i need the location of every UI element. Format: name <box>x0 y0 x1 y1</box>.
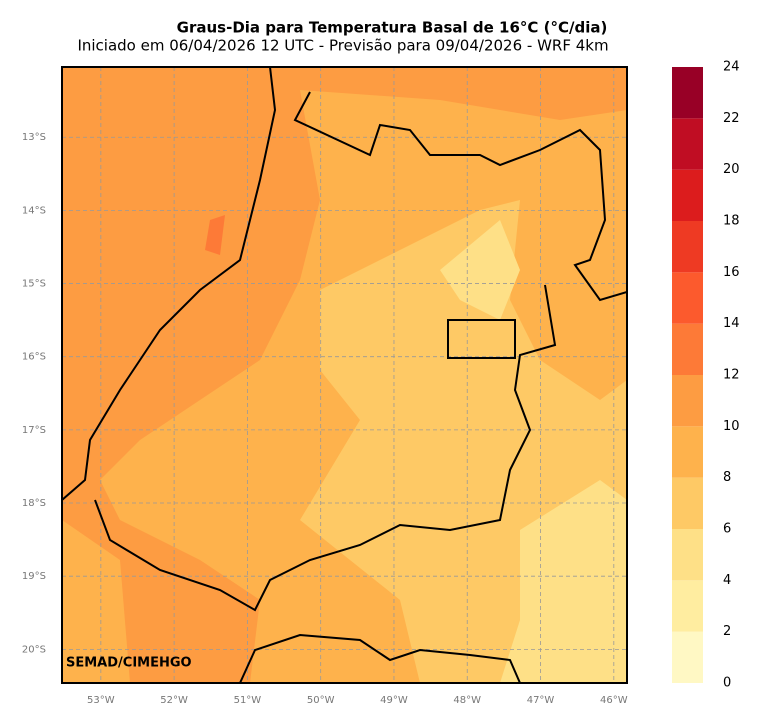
x-tick-label: 51°W <box>234 695 262 706</box>
colorbar-tick-label: 8 <box>723 470 731 485</box>
border <box>94 284 557 612</box>
colorbar-bin <box>672 221 703 273</box>
colorbar-tick-label: 20 <box>723 162 740 177</box>
border <box>447 319 516 359</box>
x-tick-label: 49°W <box>380 695 408 706</box>
border <box>62 67 277 501</box>
colorbar-bin <box>672 169 703 221</box>
colorbar-bin <box>672 67 703 119</box>
title: Graus-Dia para Temperatura Basal de 16°C… <box>177 19 608 37</box>
colorbar-bin <box>672 323 703 375</box>
colorbar-tick-label: 14 <box>723 316 740 331</box>
colorbar-bin <box>672 529 703 581</box>
colorbar-tick-label: 10 <box>723 419 740 434</box>
colorbar-tick-label: 18 <box>723 214 740 229</box>
x-tick-label: 48°W <box>453 695 481 706</box>
x-tick-label: 50°W <box>307 695 335 706</box>
colorbar-bin <box>672 631 703 683</box>
y-tick-label: 14°S <box>22 205 46 216</box>
y-tick-label: 13°S <box>22 132 46 143</box>
map-field <box>62 67 627 683</box>
colorbar-tick-label: 2 <box>723 624 731 639</box>
colorbar-tick-label: 16 <box>723 265 740 280</box>
x-tick-label: 52°W <box>160 695 188 706</box>
y-tick-label: 15°S <box>22 279 46 290</box>
colorbar-tick-label: 24 <box>723 60 740 75</box>
colorbar-bin <box>672 375 703 427</box>
x-tick-label: 47°W <box>527 695 555 706</box>
y-tick-label: 17°S <box>22 425 46 436</box>
x-tick-label: 53°W <box>87 695 115 706</box>
colorbar-bin <box>672 580 703 632</box>
field-region <box>440 220 520 320</box>
field-region <box>62 520 130 683</box>
border <box>239 633 521 683</box>
colorbar-bin <box>672 118 703 170</box>
colorbar-tick-label: 12 <box>723 368 740 383</box>
watermark: SEMAD/CIMEHGO <box>66 656 192 671</box>
field-region <box>500 480 627 683</box>
colorbar-bin <box>672 426 703 478</box>
border <box>293 91 627 302</box>
borders <box>62 67 627 683</box>
colorbar-bin <box>672 477 703 529</box>
colorbar-tick-label: 6 <box>723 522 731 537</box>
map-frame <box>61 66 628 684</box>
colorbar-tick-label: 22 <box>723 111 740 126</box>
grid <box>62 67 627 683</box>
y-tick-label: 16°S <box>22 352 46 363</box>
colorbar-tick-label: 4 <box>723 573 731 588</box>
field-region <box>205 215 225 255</box>
x-tick-label: 46°W <box>600 695 628 706</box>
y-tick-label: 19°S <box>22 571 46 582</box>
colorbar-bin <box>672 272 703 324</box>
colorbar-tick-label: 0 <box>723 676 731 691</box>
y-tick-label: 20°S <box>22 644 46 655</box>
subtitle: Iniciado em 06/04/2026 12 UTC - Previsão… <box>77 37 608 55</box>
y-tick-label: 18°S <box>22 498 46 509</box>
